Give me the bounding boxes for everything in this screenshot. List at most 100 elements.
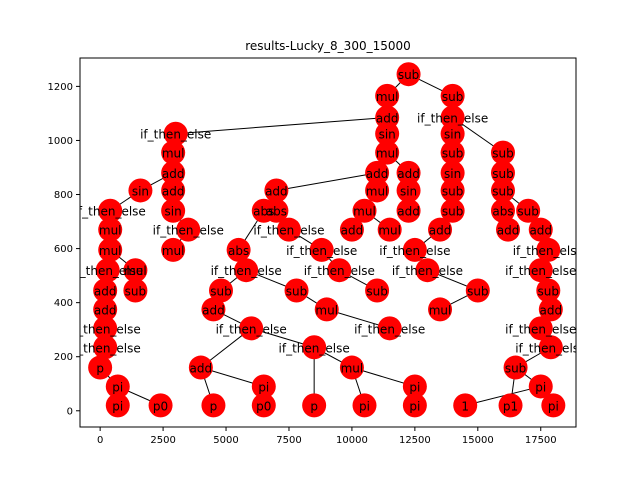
- tree-node-label: mul: [315, 303, 338, 317]
- tree-node-label: mul: [99, 224, 122, 238]
- tree-node: [428, 297, 453, 322]
- tree-node: [490, 140, 515, 165]
- tree-node: [528, 374, 553, 399]
- x-tick-label: 5000: [213, 435, 238, 446]
- tree-node: [541, 393, 566, 418]
- tree-node-label: add: [397, 167, 420, 181]
- y-tick-label: 0: [67, 406, 73, 417]
- tree-node: [239, 316, 264, 341]
- tree-node-label: if_then_else: [505, 264, 576, 278]
- tree-node: [327, 258, 352, 283]
- tree-node: [490, 198, 515, 223]
- tree-node: [465, 278, 490, 303]
- tree-node-label: p0: [256, 399, 271, 413]
- tree-node: [251, 393, 276, 418]
- tree-node: [309, 237, 334, 262]
- tree-node: [538, 297, 563, 322]
- tree-node: [396, 160, 421, 185]
- tree-node: [339, 217, 364, 242]
- tree-node: [176, 217, 201, 242]
- tree-node: [98, 217, 123, 242]
- tree-node-label: if_then_else: [153, 224, 224, 238]
- tree-node-label: mul: [353, 205, 376, 219]
- tree-node: [440, 160, 465, 185]
- tree-node-label: 1: [461, 399, 469, 413]
- tree-node: [396, 198, 421, 223]
- tree-node-label: pi: [409, 380, 420, 394]
- tree-node-label: abs: [266, 205, 287, 219]
- tree-node: [503, 355, 528, 380]
- tree-node-label: abs: [228, 244, 249, 258]
- tree-node-label: if_then_else: [253, 224, 324, 238]
- tree-node-label: pi: [112, 380, 123, 394]
- tree-node: [264, 198, 289, 223]
- tree-node-label: if_then_else: [505, 322, 576, 336]
- x-tick-label: 0: [97, 435, 103, 446]
- tree-node-label: mul: [341, 362, 364, 376]
- tree-node-label: pi: [535, 380, 546, 394]
- tree-node: [123, 278, 148, 303]
- tree-node-label: add: [265, 184, 288, 198]
- tree-node: [415, 258, 440, 283]
- tree-node: [208, 278, 233, 303]
- tree-node-label: sin: [132, 184, 149, 198]
- tree-node-label: sub: [442, 184, 463, 198]
- tree-node: [93, 297, 118, 322]
- tree-node: [88, 355, 113, 380]
- tree-node-label: add: [190, 362, 213, 376]
- tree-node-label: sub: [442, 147, 463, 161]
- tree-node-label: if_then_else: [417, 111, 488, 125]
- tree-node: [496, 217, 521, 242]
- tree-node: [536, 278, 561, 303]
- y-axis: 0 200 400 600 800 1000 1200: [48, 82, 80, 417]
- tree-node: [284, 278, 309, 303]
- tree-node-label: mul: [124, 264, 147, 278]
- tree-node: [365, 160, 390, 185]
- tree-node-label: add: [94, 284, 117, 298]
- tree-node-label: add: [341, 224, 364, 238]
- tree-node-label: sub: [210, 284, 231, 298]
- tree-node: [528, 316, 553, 341]
- tree-node-label: if_then_else: [304, 264, 375, 278]
- tree-node: [302, 393, 327, 418]
- tree-node-label: mul: [376, 147, 399, 161]
- tree-node: [440, 178, 465, 203]
- tree-node-label: sub: [366, 284, 387, 298]
- tree-node: [98, 198, 123, 223]
- tree-node: [161, 178, 186, 203]
- tree-node-label: add: [162, 167, 185, 181]
- tree-node: [163, 121, 188, 146]
- x-tick-label: 10000: [336, 435, 368, 446]
- tree-node: [105, 374, 130, 399]
- tree-node-label: sin: [379, 128, 396, 142]
- tree-node-label: add: [497, 224, 520, 238]
- tree-node: [302, 335, 327, 360]
- tree-node-label: p0: [153, 399, 168, 413]
- tree-node-label: pi: [112, 399, 123, 413]
- tree-node: [440, 198, 465, 223]
- tree-node-label: sub: [125, 284, 146, 298]
- tree-node-label: add: [202, 303, 225, 317]
- tree-node-label: if_then_else: [286, 244, 357, 258]
- tree-node: [396, 62, 421, 87]
- tree-node-label: pi: [258, 380, 269, 394]
- chart-title: results-Lucky_8_300_15000: [245, 39, 411, 53]
- y-tick-label: 1200: [48, 82, 73, 93]
- tree-node-label: add: [376, 111, 399, 125]
- tree-node-label: sub: [442, 90, 463, 104]
- tree-node-label: mul: [162, 244, 185, 258]
- tree-node-label: sub: [492, 147, 513, 161]
- tree-node-label: p: [96, 362, 104, 376]
- tree-node: [377, 217, 402, 242]
- tree-node: [375, 140, 400, 165]
- tree-node-label: sub: [492, 167, 513, 181]
- tree-node: [251, 374, 276, 399]
- tree-node: [365, 178, 390, 203]
- tree-node-label: sin: [400, 184, 417, 198]
- tree-node: [93, 335, 118, 360]
- tree-node: [339, 355, 364, 380]
- tree-node-label: mul: [366, 184, 389, 198]
- tree-node: [498, 393, 523, 418]
- tree-node-label: sub: [492, 184, 513, 198]
